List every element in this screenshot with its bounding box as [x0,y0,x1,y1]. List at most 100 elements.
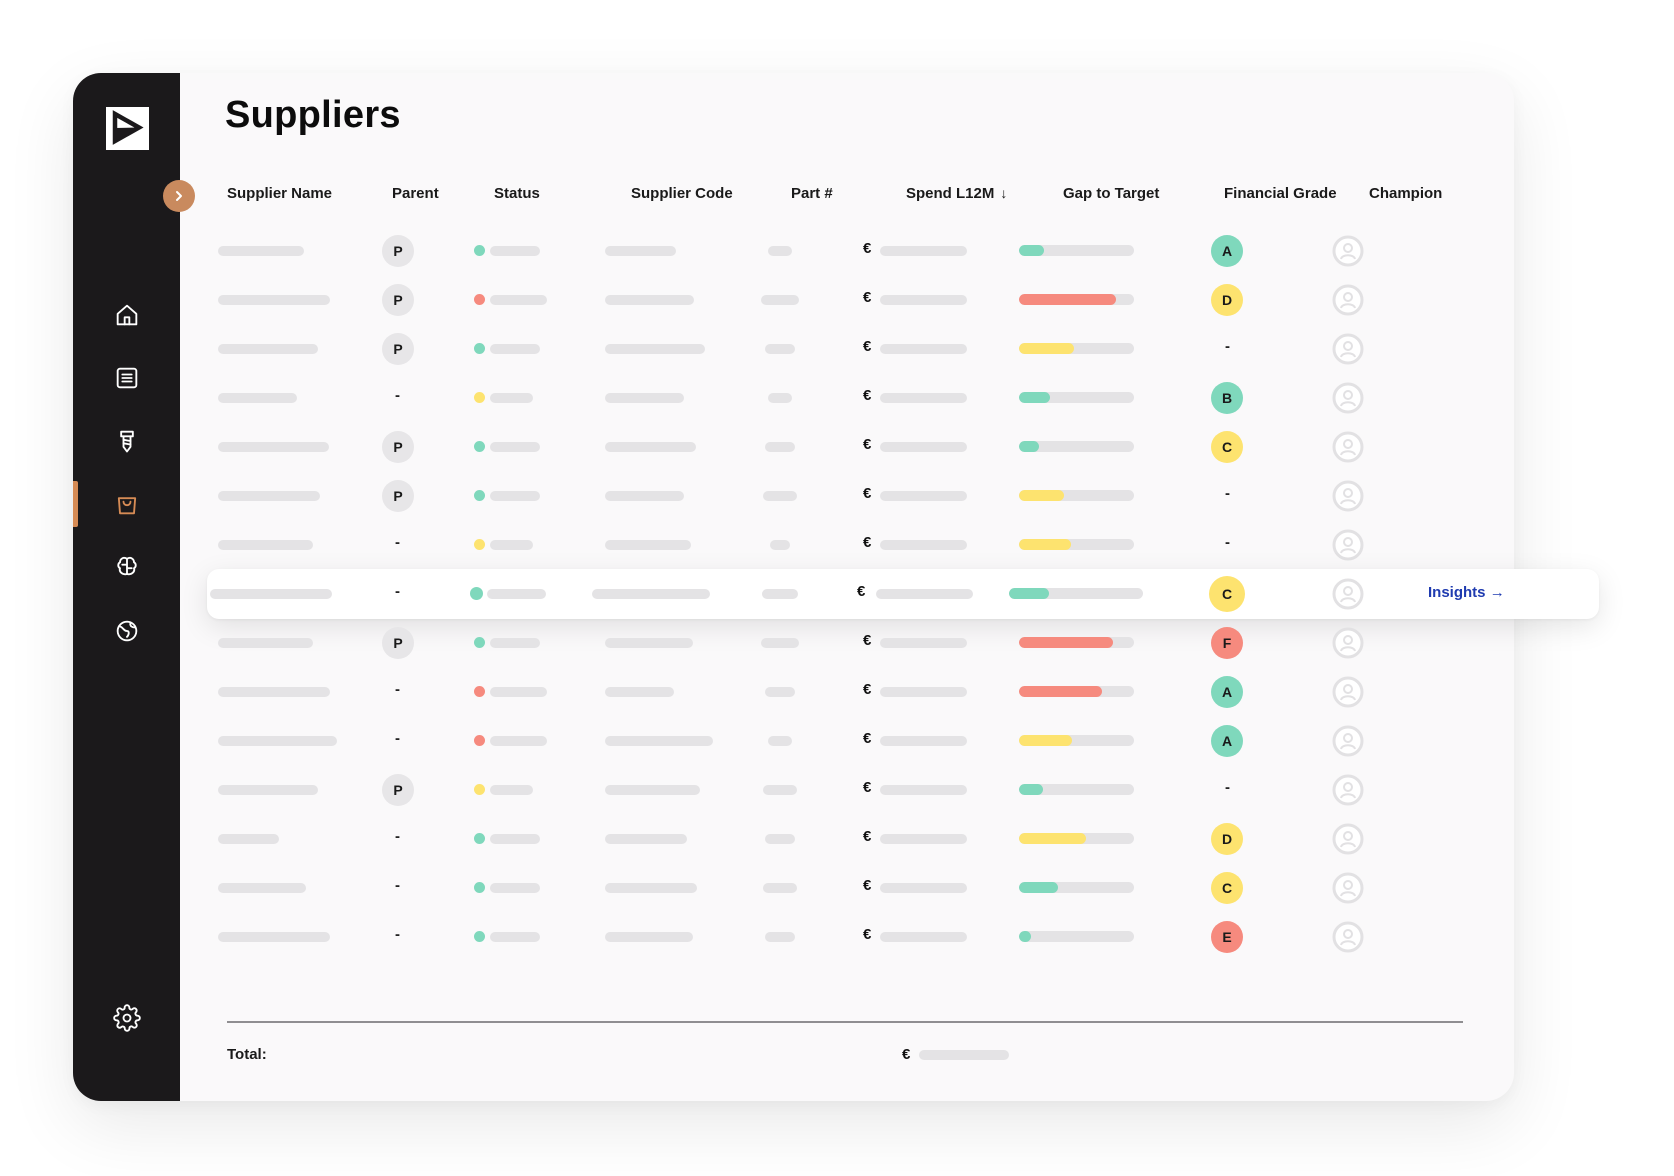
app-logo[interactable] [106,107,149,150]
table-row[interactable]: - € - [0,521,1674,569]
sidebar-item-suppliers[interactable] [73,481,180,527]
column-header-status[interactable]: Status [494,185,540,202]
table-row[interactable]: P € A [0,227,1674,275]
parent-empty: - [395,681,400,698]
column-header-supplier-code[interactable]: Supplier Code [631,185,733,202]
user-avatar-icon[interactable] [1332,578,1364,610]
table-row[interactable]: P € - [0,766,1674,814]
financial-grade-badge: C [1211,431,1243,463]
supplier-code-placeholder [605,638,693,648]
gap-to-target-bar [1019,343,1134,354]
status-placeholder [490,246,540,256]
part-number-placeholder [765,834,795,844]
settings-button[interactable] [73,995,180,1041]
user-avatar-icon[interactable] [1332,284,1364,316]
status-placeholder [490,834,540,844]
user-avatar-icon[interactable] [1332,235,1364,267]
user-avatar-icon[interactable] [1332,480,1364,512]
table-row[interactable]: - € C Insights → [0,569,1674,619]
insights-link[interactable]: Insights → [1428,584,1505,601]
financial-grade-empty: - [1225,534,1230,551]
user-avatar-icon[interactable] [1332,921,1364,953]
status-dot [474,392,485,403]
currency-symbol: € [863,926,872,943]
total-spend-placeholder [919,1050,1009,1060]
user-avatar-icon[interactable] [1332,774,1364,806]
status-dot [474,441,485,452]
user-avatar-icon[interactable] [1332,872,1364,904]
column-header-supplier-name[interactable]: Supplier Name [227,185,333,202]
supplier-code-placeholder [605,540,691,550]
supplier-name-placeholder [218,393,297,403]
user-avatar-icon[interactable] [1332,823,1364,855]
part-number-placeholder [761,638,799,648]
currency-symbol: € [863,436,872,453]
part-number-placeholder [768,736,792,746]
user-avatar-icon[interactable] [1332,676,1364,708]
user-avatar-icon[interactable] [1332,382,1364,414]
sidebar-item-home[interactable] [73,292,180,338]
user-avatar-icon[interactable] [1332,333,1364,365]
currency-symbol: € [857,583,866,600]
sidebar-item-intelligence[interactable] [73,544,180,590]
column-header-financial-grade[interactable]: Financial Grade [1224,185,1337,202]
currency-symbol: € [863,681,872,698]
column-header-champion[interactable]: Champion [1369,185,1443,202]
supplier-code-placeholder [605,687,674,697]
user-avatar-icon[interactable] [1332,725,1364,757]
table-row[interactable]: - € B [0,374,1674,422]
table-row[interactable]: - € E [0,913,1674,961]
supplier-name-placeholder [218,834,279,844]
gap-to-target-fill [1019,784,1044,795]
status-placeholder [490,687,547,697]
status-dot [474,784,485,795]
parent-badge: P [382,774,414,806]
spend-placeholder [880,491,967,501]
financial-grade-badge: A [1211,676,1243,708]
arrow-right-icon: → [1489,584,1505,601]
column-header-gap-to-target[interactable]: Gap to Target [1063,185,1160,202]
user-avatar-icon[interactable] [1332,431,1364,463]
table-row[interactable]: - € A [0,717,1674,765]
table-row[interactable]: P € - [0,472,1674,520]
part-number-placeholder [763,785,797,795]
gap-to-target-fill [1019,392,1051,403]
column-header-part-number[interactable]: Part # [791,185,833,202]
table-row[interactable]: P € - [0,325,1674,373]
column-header-spend[interactable]: Spend L12M ↓ [906,185,1007,202]
table-row[interactable]: P € F [0,619,1674,667]
table-row[interactable]: - € A [0,668,1674,716]
page-title: Suppliers [225,94,401,136]
financial-grade-badge: F [1211,627,1243,659]
supplier-name-placeholder [218,932,330,942]
sidebar-expand-button[interactable] [163,180,195,212]
supplier-name-placeholder [218,295,330,305]
supplier-name-placeholder [218,736,337,746]
status-dot [474,735,485,746]
status-placeholder [490,540,533,550]
table-row[interactable]: - € D [0,815,1674,863]
table-row[interactable]: P € C [0,423,1674,471]
gap-to-target-fill [1019,833,1086,844]
column-header-parent[interactable]: Parent [392,185,439,202]
status-placeholder [490,344,540,354]
currency-symbol: € [863,779,872,796]
supplier-code-placeholder [605,785,700,795]
financial-grade-empty: - [1225,485,1230,502]
sidebar-item-parts[interactable] [73,418,180,464]
sidebar-item-list[interactable] [73,355,180,401]
sidebar-item-global[interactable] [73,608,180,654]
table-row[interactable]: - € C [0,864,1674,912]
supplier-name-placeholder [218,785,318,795]
supplier-name-placeholder [218,246,304,256]
parent-badge: P [382,627,414,659]
user-avatar-icon[interactable] [1332,529,1364,561]
status-dot [474,833,485,844]
gap-to-target-fill [1019,686,1102,697]
supplier-name-placeholder [218,540,313,550]
table-row[interactable]: P € D [0,276,1674,324]
user-avatar-icon[interactable] [1332,627,1364,659]
supplier-code-placeholder [605,393,684,403]
gear-icon [112,1004,141,1032]
part-number-placeholder [763,883,797,893]
